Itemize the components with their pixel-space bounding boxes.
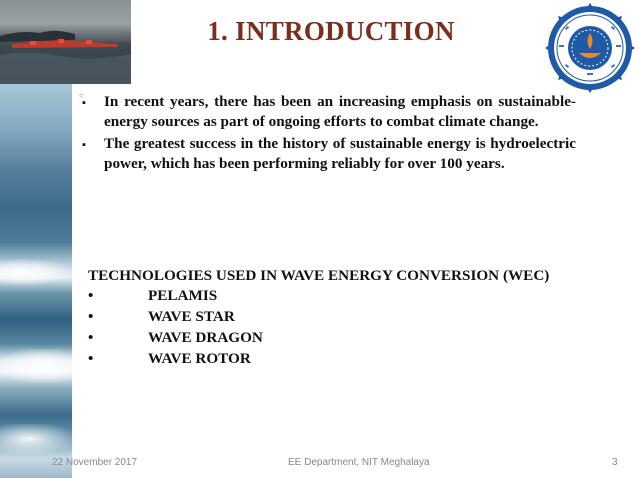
technologies-heading: TECHNOLOGIES USED IN WAVE ENERGY CONVERS… (88, 267, 550, 284)
wave-foam (0, 424, 72, 454)
intro-bullet-list: ○ ▪ In recent years, there has been an i… (79, 91, 576, 176)
footer-department: EE Department, NIT Meghalaya (288, 457, 430, 468)
list-item: • WAVE STAR (88, 307, 588, 328)
bullet-item: ▪ The greatest success in the history of… (82, 134, 576, 174)
wave-foam (0, 259, 72, 285)
dot-bullet-icon: • (88, 329, 94, 346)
technology-label: WAVE STAR (148, 308, 235, 325)
technology-label: WAVE DRAGON (148, 329, 263, 346)
bullet-item: ○ ▪ In recent years, there has been an i… (79, 91, 576, 132)
technologies-section: TECHNOLOGIES USED IN WAVE ENERGY CONVERS… (88, 266, 588, 370)
page-title: 1. INTRODUCTION (207, 16, 455, 46)
square-bullet-icon: ▪ (82, 97, 86, 109)
list-item: • WAVE DRAGON (88, 328, 588, 349)
page-number: 3 (612, 457, 618, 468)
wave-foam (0, 349, 72, 383)
technology-label: WAVE ROTOR (148, 350, 251, 367)
wave-device-photo (0, 0, 131, 84)
nit-meghalaya-logo (545, 3, 635, 93)
ocean-background-image (0, 84, 72, 478)
dot-bullet-icon: • (88, 350, 94, 367)
tiny-marker-icon: ○ (79, 91, 84, 100)
list-item: • PELAMIS (88, 286, 588, 307)
dot-bullet-icon: • (88, 287, 94, 304)
technology-label: PELAMIS (148, 287, 218, 304)
list-item: • WAVE ROTOR (88, 349, 588, 370)
square-bullet-icon: ▪ (82, 139, 86, 151)
footer-date: 22 November 2017 (52, 457, 138, 468)
bullet-text: The greatest success in the history of s… (104, 135, 576, 172)
dot-bullet-icon: • (88, 308, 94, 325)
bullet-text: In recent years, there has been an incre… (104, 93, 576, 130)
